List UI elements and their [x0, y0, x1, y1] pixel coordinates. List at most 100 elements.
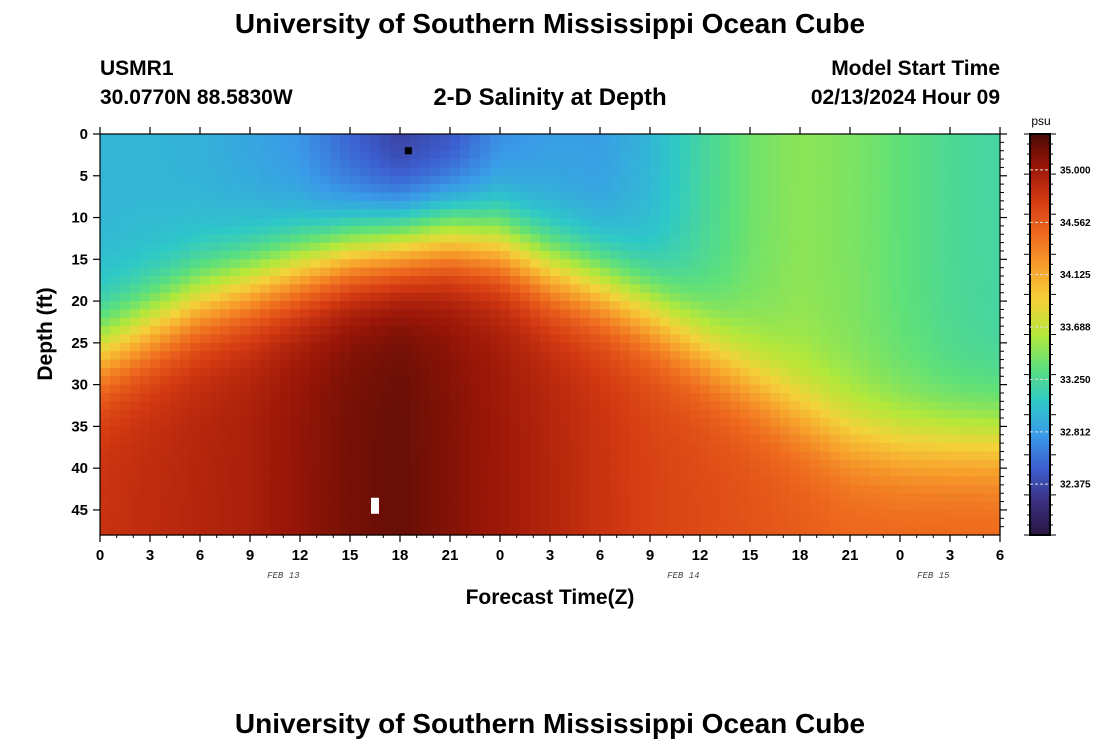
heatmap-cell — [590, 434, 601, 444]
heatmap-cell — [810, 142, 821, 152]
heatmap-cell — [960, 267, 971, 277]
heatmap-cell — [440, 351, 451, 361]
heatmap-cell — [650, 518, 661, 528]
heatmap-cell — [660, 284, 671, 294]
heatmap-cell — [680, 284, 691, 294]
heatmap-cell — [310, 334, 321, 344]
heatmap-cell — [460, 342, 471, 352]
heatmap-cell — [100, 242, 111, 252]
heatmap-cell — [140, 459, 151, 469]
heatmap-cell — [290, 309, 301, 319]
heatmap-cell — [290, 509, 301, 519]
heatmap-cell — [220, 351, 231, 361]
heatmap-cell — [890, 292, 901, 302]
heatmap-cell — [780, 518, 791, 528]
heatmap-cell — [450, 284, 461, 294]
heatmap-cell — [460, 526, 471, 536]
heatmap-cell — [270, 342, 281, 352]
heatmap-cell — [290, 484, 301, 494]
heatmap-cell — [460, 250, 471, 260]
heatmap-cell — [350, 242, 361, 252]
heatmap-cell — [300, 142, 311, 152]
heatmap-cell — [890, 392, 901, 402]
heatmap-cell — [120, 367, 131, 377]
heatmap-cell — [180, 334, 191, 344]
heatmap-cell — [820, 217, 831, 227]
heatmap-cell — [940, 309, 951, 319]
heatmap-cell — [900, 267, 911, 277]
heatmap-cell — [830, 476, 841, 486]
heatmap-cell — [320, 459, 331, 469]
heatmap-cell — [840, 401, 851, 411]
heatmap-cell — [740, 200, 751, 210]
heatmap-cell — [600, 309, 611, 319]
heatmap-cell — [760, 309, 771, 319]
heatmap-cell — [320, 192, 331, 202]
heatmap-cell — [340, 159, 351, 169]
heatmap-cell — [330, 401, 341, 411]
heatmap-cell — [390, 342, 401, 352]
heatmap-cell — [640, 134, 651, 143]
heatmap-cell — [840, 292, 851, 302]
heatmap-cell — [630, 292, 641, 302]
heatmap-cell — [120, 167, 131, 177]
heatmap-cell — [630, 309, 641, 319]
heatmap-cell — [960, 192, 971, 202]
heatmap-cell — [280, 200, 291, 210]
heatmap-cell — [340, 501, 351, 511]
heatmap-cell — [720, 418, 731, 427]
heatmap-cell — [270, 434, 281, 444]
heatmap-cell — [670, 392, 681, 402]
heatmap-cell — [600, 284, 611, 294]
heatmap-cell — [150, 292, 161, 302]
heatmap-cell — [990, 192, 1001, 202]
heatmap-cell — [220, 200, 231, 210]
heatmap-cell — [400, 342, 411, 352]
heatmap-cell — [600, 250, 611, 260]
heatmap-cell — [740, 250, 751, 260]
heatmap-cell — [360, 309, 371, 319]
heatmap-cell — [360, 518, 371, 528]
heatmap-cell — [910, 384, 921, 394]
heatmap-cell — [920, 443, 931, 453]
heatmap-cell — [850, 376, 861, 386]
heatmap-cell — [370, 259, 381, 269]
heatmap-cell — [130, 426, 141, 436]
heatmap-cell — [650, 292, 661, 302]
heatmap-cell — [320, 484, 331, 494]
heatmap-cell — [950, 175, 961, 185]
heatmap-cell — [780, 359, 791, 369]
heatmap-cell — [880, 209, 891, 219]
heatmap-cell — [380, 526, 391, 536]
heatmap-cell — [240, 509, 251, 519]
heatmap-cell — [160, 484, 171, 494]
heatmap-cell — [130, 142, 141, 152]
heatmap-cell — [990, 451, 1001, 461]
heatmap-cell — [420, 384, 431, 394]
heatmap-cell — [840, 367, 851, 377]
heatmap-cell — [100, 225, 111, 235]
heatmap-cell — [150, 392, 161, 402]
heatmap-cell — [770, 209, 781, 219]
heatmap-cell — [130, 351, 141, 361]
heatmap-cell — [320, 376, 331, 386]
heatmap-cell — [110, 184, 121, 194]
heatmap-cell — [900, 242, 911, 252]
heatmap-cell — [950, 150, 961, 160]
heatmap-cell — [300, 476, 311, 486]
heatmap-cell — [580, 200, 591, 210]
heatmap-cell — [210, 250, 221, 260]
heatmap-cell — [720, 142, 731, 152]
heatmap-cell — [100, 484, 111, 494]
heatmap-cell — [520, 443, 531, 453]
heatmap-cell — [200, 150, 211, 160]
heatmap-cell — [910, 476, 921, 486]
heatmap-cell — [800, 518, 811, 528]
heatmap-cell — [860, 484, 871, 494]
heatmap-cell — [210, 301, 221, 311]
heatmap-cell — [110, 443, 121, 453]
heatmap-cell — [880, 392, 891, 402]
heatmap-cell — [220, 225, 231, 235]
heatmap-cell — [120, 259, 131, 269]
